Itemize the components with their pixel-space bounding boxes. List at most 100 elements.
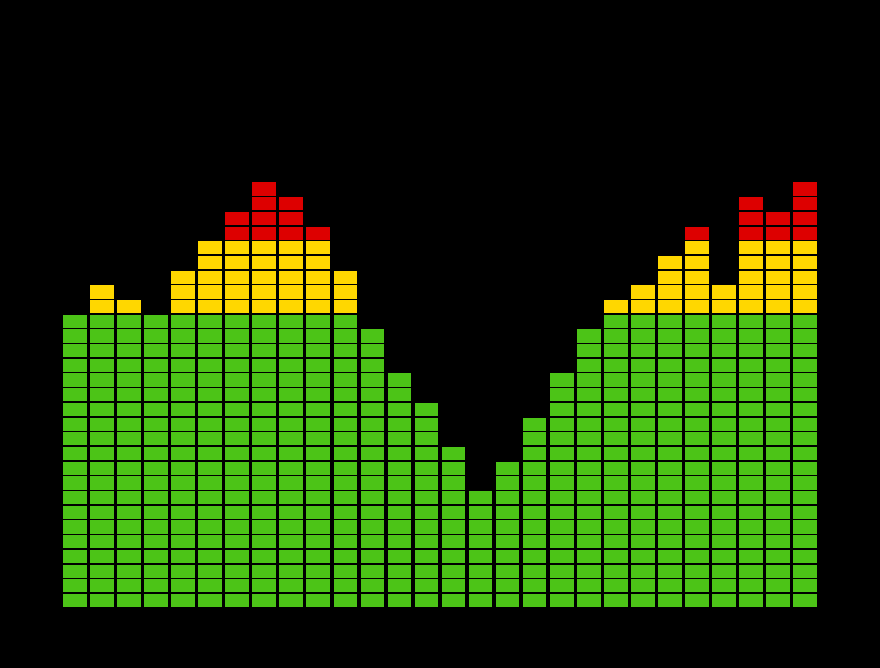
- Bar: [523, 594, 546, 607]
- Bar: [280, 344, 304, 357]
- Bar: [631, 462, 655, 475]
- Bar: [172, 550, 195, 563]
- Bar: [144, 520, 168, 534]
- Bar: [685, 506, 708, 519]
- Bar: [442, 579, 466, 593]
- Bar: [604, 373, 627, 387]
- Bar: [495, 462, 519, 475]
- Bar: [739, 594, 763, 607]
- Bar: [225, 300, 249, 313]
- Bar: [306, 432, 330, 446]
- Bar: [225, 579, 249, 593]
- Bar: [225, 506, 249, 519]
- Bar: [658, 506, 682, 519]
- Bar: [766, 432, 789, 446]
- Bar: [361, 579, 385, 593]
- Bar: [766, 359, 789, 372]
- Bar: [387, 564, 411, 578]
- Bar: [91, 403, 114, 416]
- Bar: [766, 315, 789, 328]
- Bar: [523, 418, 546, 431]
- Bar: [604, 520, 627, 534]
- Bar: [361, 564, 385, 578]
- Bar: [604, 388, 627, 401]
- Bar: [198, 491, 222, 504]
- Bar: [225, 285, 249, 299]
- Bar: [739, 432, 763, 446]
- Bar: [253, 594, 276, 607]
- Bar: [658, 535, 682, 548]
- Bar: [712, 550, 736, 563]
- Bar: [550, 447, 574, 460]
- Bar: [604, 315, 627, 328]
- Bar: [495, 579, 519, 593]
- Bar: [198, 300, 222, 313]
- Bar: [306, 564, 330, 578]
- Bar: [739, 315, 763, 328]
- Bar: [91, 476, 114, 490]
- Bar: [253, 344, 276, 357]
- Bar: [576, 594, 600, 607]
- Bar: [739, 329, 763, 343]
- Bar: [442, 594, 466, 607]
- Bar: [172, 535, 195, 548]
- Bar: [658, 462, 682, 475]
- Bar: [766, 285, 789, 299]
- Bar: [253, 212, 276, 225]
- Bar: [685, 462, 708, 475]
- Bar: [414, 594, 438, 607]
- Bar: [198, 388, 222, 401]
- Bar: [739, 300, 763, 313]
- Bar: [766, 462, 789, 475]
- Bar: [712, 594, 736, 607]
- Bar: [253, 476, 276, 490]
- Bar: [280, 359, 304, 372]
- Bar: [631, 579, 655, 593]
- Bar: [117, 550, 141, 563]
- Bar: [604, 564, 627, 578]
- Bar: [523, 564, 546, 578]
- Bar: [604, 403, 627, 416]
- Bar: [469, 506, 493, 519]
- Bar: [658, 579, 682, 593]
- Bar: [144, 388, 168, 401]
- Bar: [361, 520, 385, 534]
- Bar: [144, 344, 168, 357]
- Bar: [387, 373, 411, 387]
- Bar: [766, 506, 789, 519]
- Bar: [361, 373, 385, 387]
- Bar: [414, 418, 438, 431]
- Bar: [172, 579, 195, 593]
- Bar: [117, 418, 141, 431]
- Bar: [387, 520, 411, 534]
- Bar: [739, 344, 763, 357]
- Bar: [739, 241, 763, 255]
- Bar: [576, 359, 600, 372]
- Bar: [739, 491, 763, 504]
- Bar: [117, 447, 141, 460]
- Bar: [495, 535, 519, 548]
- Bar: [63, 564, 87, 578]
- Bar: [766, 579, 789, 593]
- Bar: [225, 564, 249, 578]
- Bar: [361, 550, 385, 563]
- Bar: [280, 329, 304, 343]
- Bar: [658, 285, 682, 299]
- Bar: [739, 226, 763, 240]
- Bar: [631, 344, 655, 357]
- Bar: [91, 535, 114, 548]
- Bar: [253, 520, 276, 534]
- Bar: [306, 271, 330, 284]
- Bar: [172, 300, 195, 313]
- Bar: [712, 344, 736, 357]
- Bar: [117, 373, 141, 387]
- Bar: [280, 447, 304, 460]
- Bar: [225, 388, 249, 401]
- Bar: [793, 535, 817, 548]
- Bar: [576, 403, 600, 416]
- Bar: [198, 373, 222, 387]
- Bar: [414, 535, 438, 548]
- Bar: [91, 506, 114, 519]
- Bar: [117, 506, 141, 519]
- Bar: [631, 300, 655, 313]
